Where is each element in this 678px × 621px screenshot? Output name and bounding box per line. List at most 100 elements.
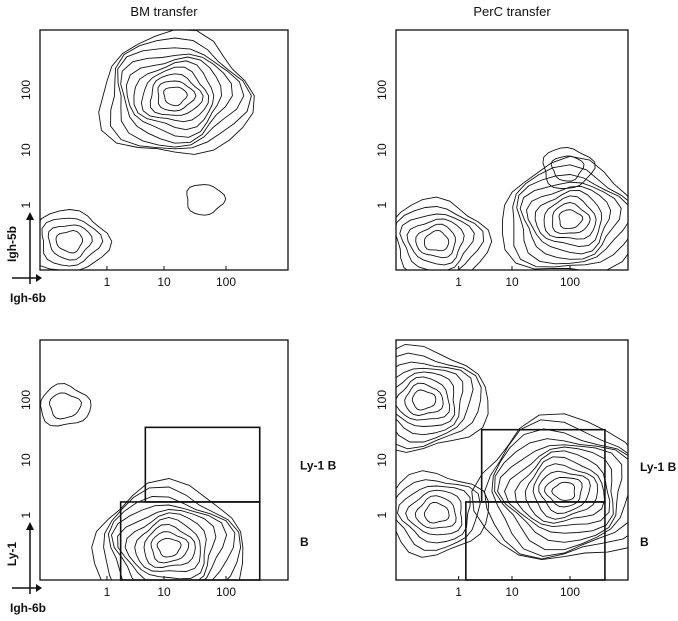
contour-line <box>558 209 584 230</box>
contour-line <box>134 517 201 572</box>
contour-line <box>143 523 196 568</box>
contour-line <box>117 47 245 148</box>
contour-line <box>41 217 104 267</box>
contour-line <box>512 164 628 268</box>
gate-box <box>119 501 261 581</box>
contour-line <box>423 501 450 524</box>
contour-line <box>110 37 252 150</box>
contour-line <box>497 444 623 543</box>
contour-line <box>550 155 585 182</box>
contour-line <box>40 209 113 270</box>
panel-1: BM transfer 1 10 100 1 10 100 Igh-6b Igh-5b <box>5 4 289 305</box>
contour-line <box>396 206 485 270</box>
y-tick-label: 100 <box>19 80 33 100</box>
contour-line <box>494 438 628 551</box>
panel-3: 1 10 100 1 10 100 Igh-6b Ly-1 Ly-1 B B <box>5 339 337 615</box>
contour-line <box>120 53 233 144</box>
y-tick-label: 100 <box>19 390 33 410</box>
contour-line <box>157 80 197 112</box>
y-tick-label: 10 <box>375 143 389 157</box>
gate-label: B <box>300 535 309 549</box>
plot-frame <box>395 339 629 581</box>
contour-line <box>396 196 493 270</box>
contour-line <box>543 195 597 240</box>
contour-line <box>519 181 622 260</box>
contour-line <box>163 86 188 107</box>
contour-line <box>491 428 628 557</box>
contour-line <box>117 509 217 580</box>
contour-line <box>156 537 182 558</box>
contour-population <box>396 470 490 558</box>
contour-line <box>552 202 591 234</box>
y-axis-label: Ly-1 <box>5 542 19 567</box>
contour-population <box>40 383 92 427</box>
contour-line <box>396 376 451 421</box>
contour-line <box>396 479 481 551</box>
contour-line <box>415 223 456 259</box>
x-tick-label: 1 <box>104 275 111 289</box>
contour-line <box>414 495 457 529</box>
gate-box <box>465 501 606 581</box>
contour-population <box>186 184 227 216</box>
contour-population <box>471 413 628 561</box>
x-tick-label: 10 <box>157 275 171 289</box>
contour-line <box>47 224 93 261</box>
contour-line <box>504 446 614 534</box>
contour-line <box>107 496 236 580</box>
x-axis-arrowhead <box>36 584 42 592</box>
x-tick-label: 100 <box>560 275 580 289</box>
contour-population <box>542 147 596 189</box>
contour-line <box>471 413 628 561</box>
contour-line <box>396 343 489 453</box>
contour-line <box>133 60 215 131</box>
contour-population <box>396 343 489 453</box>
contour-line <box>396 367 464 436</box>
y-tick-label: 10 <box>19 453 33 467</box>
y-axis-arrowhead <box>26 522 34 530</box>
contour-line <box>396 371 456 427</box>
gate-label: Ly-1 B <box>640 460 677 474</box>
contour-line <box>404 382 444 416</box>
contour-line <box>484 419 628 560</box>
contour-line <box>396 361 474 443</box>
contour-line <box>532 463 598 520</box>
contour-line <box>502 155 628 270</box>
contour-line <box>186 184 227 216</box>
panel-title: PerC transfer <box>473 4 551 19</box>
contour-line <box>149 73 204 116</box>
contour-line <box>103 486 242 580</box>
contour-line <box>516 174 628 265</box>
contour-line <box>397 485 471 544</box>
contour-line <box>125 56 222 138</box>
contour-population <box>40 209 113 270</box>
contour-line <box>396 352 482 450</box>
y-tick-label: 10 <box>375 453 389 467</box>
contour-line <box>48 392 82 420</box>
x-tick-label: 1 <box>104 585 111 599</box>
gate-label: Ly-1 B <box>300 459 337 473</box>
contour-line <box>411 389 437 411</box>
x-axis-label: Igh-6b <box>10 291 46 305</box>
panel-title: BM transfer <box>130 4 198 19</box>
contour-line <box>514 450 611 528</box>
y-axis-label: Igh-5b <box>5 226 19 262</box>
contour-line <box>140 66 210 123</box>
x-tick-label: 100 <box>216 585 236 599</box>
x-tick-label: 1 <box>455 275 462 289</box>
contour-line <box>55 230 84 254</box>
y-tick-label: 100 <box>375 390 389 410</box>
x-tick-label: 100 <box>216 275 236 289</box>
contour-line <box>542 147 596 189</box>
contour-line <box>423 229 450 252</box>
gate-box <box>144 426 261 503</box>
contour-line <box>150 531 190 564</box>
x-tick-label: 100 <box>560 585 580 599</box>
contour-line <box>405 489 463 536</box>
contour-population <box>396 196 493 270</box>
x-tick-label: 10 <box>505 275 519 289</box>
plot-frame <box>39 339 289 581</box>
x-tick-label: 10 <box>505 585 519 599</box>
contour-population <box>502 155 628 270</box>
y-axis-arrowhead <box>26 212 34 220</box>
